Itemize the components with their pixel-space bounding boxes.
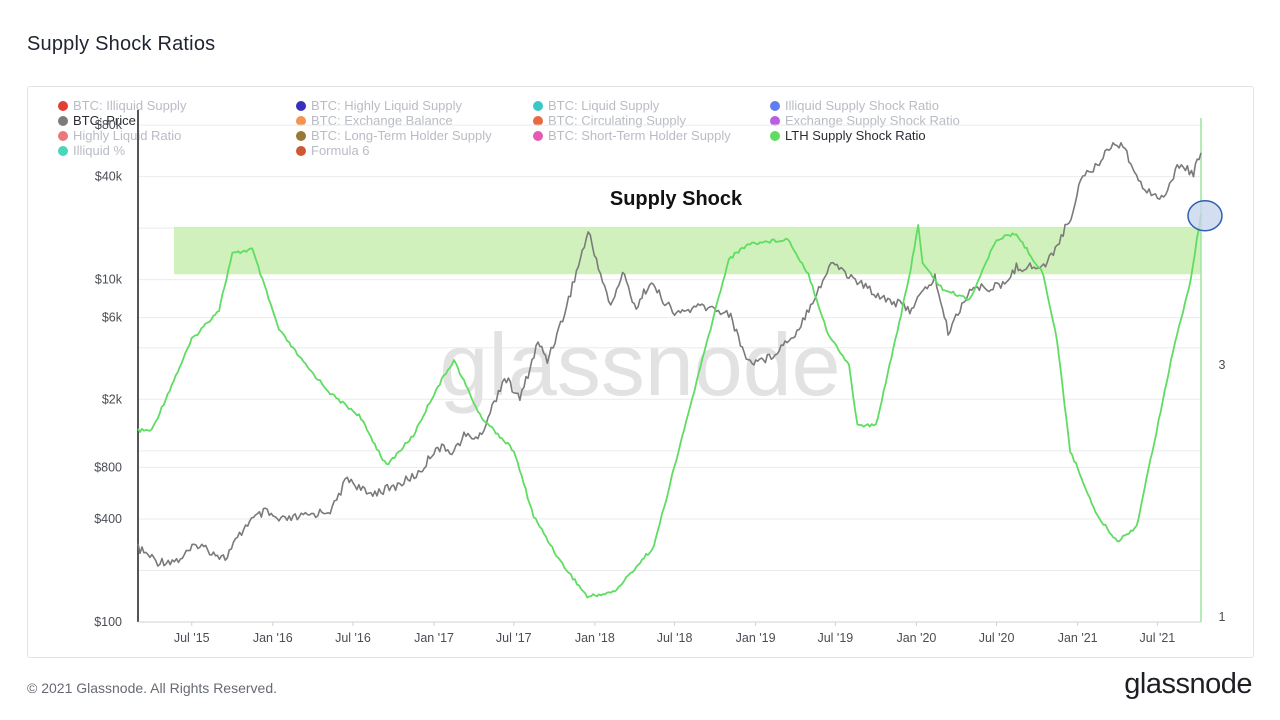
legend-item[interactable]: Exchange Supply Shock Ratio [770,113,960,128]
legend-dot-icon [58,145,68,156]
legend-label: Illiquid Supply Shock Ratio [785,98,939,113]
legend-label: BTC: Circulating Supply [548,113,686,128]
legend-dot-icon [296,100,306,111]
btc-price-line [137,142,1202,567]
legend-item[interactable]: Illiquid % [58,143,125,158]
chart-title: Supply Shock Ratios [27,33,216,55]
y-left-tick-label: $40k [95,170,123,184]
legend-label: BTC: Exchange Balance [311,113,453,128]
legend-dot-icon [296,130,306,141]
legend-label: Illiquid % [73,143,126,158]
legend-dot-icon [533,130,543,141]
legend-item[interactable]: BTC: Circulating Supply [533,113,686,128]
legend-item[interactable]: Formula 6 [296,143,370,158]
x-tick-label: Jan '19 [736,631,776,645]
legend-dot-icon [58,115,68,126]
legend-label: LTH Supply Shock Ratio [785,128,926,143]
legend-item[interactable]: BTC: Short-Term Holder Supply [533,128,731,143]
legend-label: BTC: Long-Term Holder Supply [311,128,492,143]
x-tick-label: Jul '19 [817,631,853,645]
legend-label: Exchange Supply Shock Ratio [785,113,960,128]
x-tick-label: Jan '17 [414,631,454,645]
y-left-tick-label: $6k [102,311,123,325]
x-tick-label: Jul '20 [979,631,1015,645]
y-left-tick-label: $2k [102,392,123,406]
x-tick-label: Jan '18 [575,631,615,645]
y-left-tick-label: $80k [95,118,123,132]
legend-label: BTC: Illiquid Supply [73,98,187,113]
legend-dot-icon [770,100,780,111]
x-tick-label: Jul '16 [335,631,371,645]
legend-item[interactable]: Illiquid Supply Shock Ratio [770,98,939,113]
legend-item[interactable]: Highly Liquid Ratio [58,128,181,143]
x-tick-label: Jul '18 [657,631,693,645]
legend-label: BTC: Short-Term Holder Supply [548,128,731,143]
x-tick-label: Jul '15 [174,631,210,645]
legend-dot-icon [296,145,306,156]
supply-shock-band [174,226,1201,275]
y-left-tick-label: $400 [94,512,122,526]
y-left-tick-label: $100 [94,615,122,629]
legend-dot-icon [533,100,543,111]
y-left-tick-label: $10k [95,273,123,287]
legend-label: Highly Liquid Ratio [73,128,182,143]
x-tick-label: Jan '16 [253,631,293,645]
legend-dot-icon [533,115,543,126]
x-tick-label: Jul '21 [1140,631,1176,645]
legend-item[interactable]: BTC: Exchange Balance [296,113,453,128]
legend-label: BTC: Highly Liquid Supply [311,98,463,113]
legend-label: BTC: Price [73,113,136,128]
latest-value-highlight [1187,200,1223,232]
grid-lines [138,124,1201,623]
y-right-tick-label: 3 [1219,358,1226,372]
watermark: glassnode [439,315,840,414]
y-left-tick-label: $800 [94,460,122,474]
glassnode-logo: glassnode [1124,668,1252,700]
legend-dot-icon [58,130,68,141]
y-right-tick-label: 1 [1219,610,1226,624]
legend-item[interactable]: BTC: Liquid Supply [533,98,659,113]
copyright-footer: © 2021 Glassnode. All Rights Reserved. [27,680,278,696]
legend-label: BTC: Liquid Supply [548,98,660,113]
legend-label: Formula 6 [311,143,370,158]
legend-item[interactable]: BTC: Illiquid Supply [58,98,186,113]
legend-item[interactable]: BTC: Price [58,113,136,128]
legend-item[interactable]: LTH Supply Shock Ratio [770,128,926,143]
legend-dot-icon [770,115,780,126]
legend-dot-icon [58,100,68,111]
chart-legend: BTC: Illiquid Supply BTC: Highly Liquid S… [0,0,1280,158]
supply-shock-label: Supply Shock [610,188,743,210]
legend-item[interactable]: BTC: Highly Liquid Supply [296,98,462,113]
legend-dot-icon [296,115,306,126]
lth-supply-shock-ratio-line [137,213,1202,599]
legend-item[interactable]: BTC: Long-Term Holder Supply [296,128,492,143]
x-tick-label: Jan '20 [896,631,936,645]
x-tick-label: Jul '17 [496,631,532,645]
x-tick-label: Jan '21 [1058,631,1098,645]
legend-dot-icon [770,130,780,141]
